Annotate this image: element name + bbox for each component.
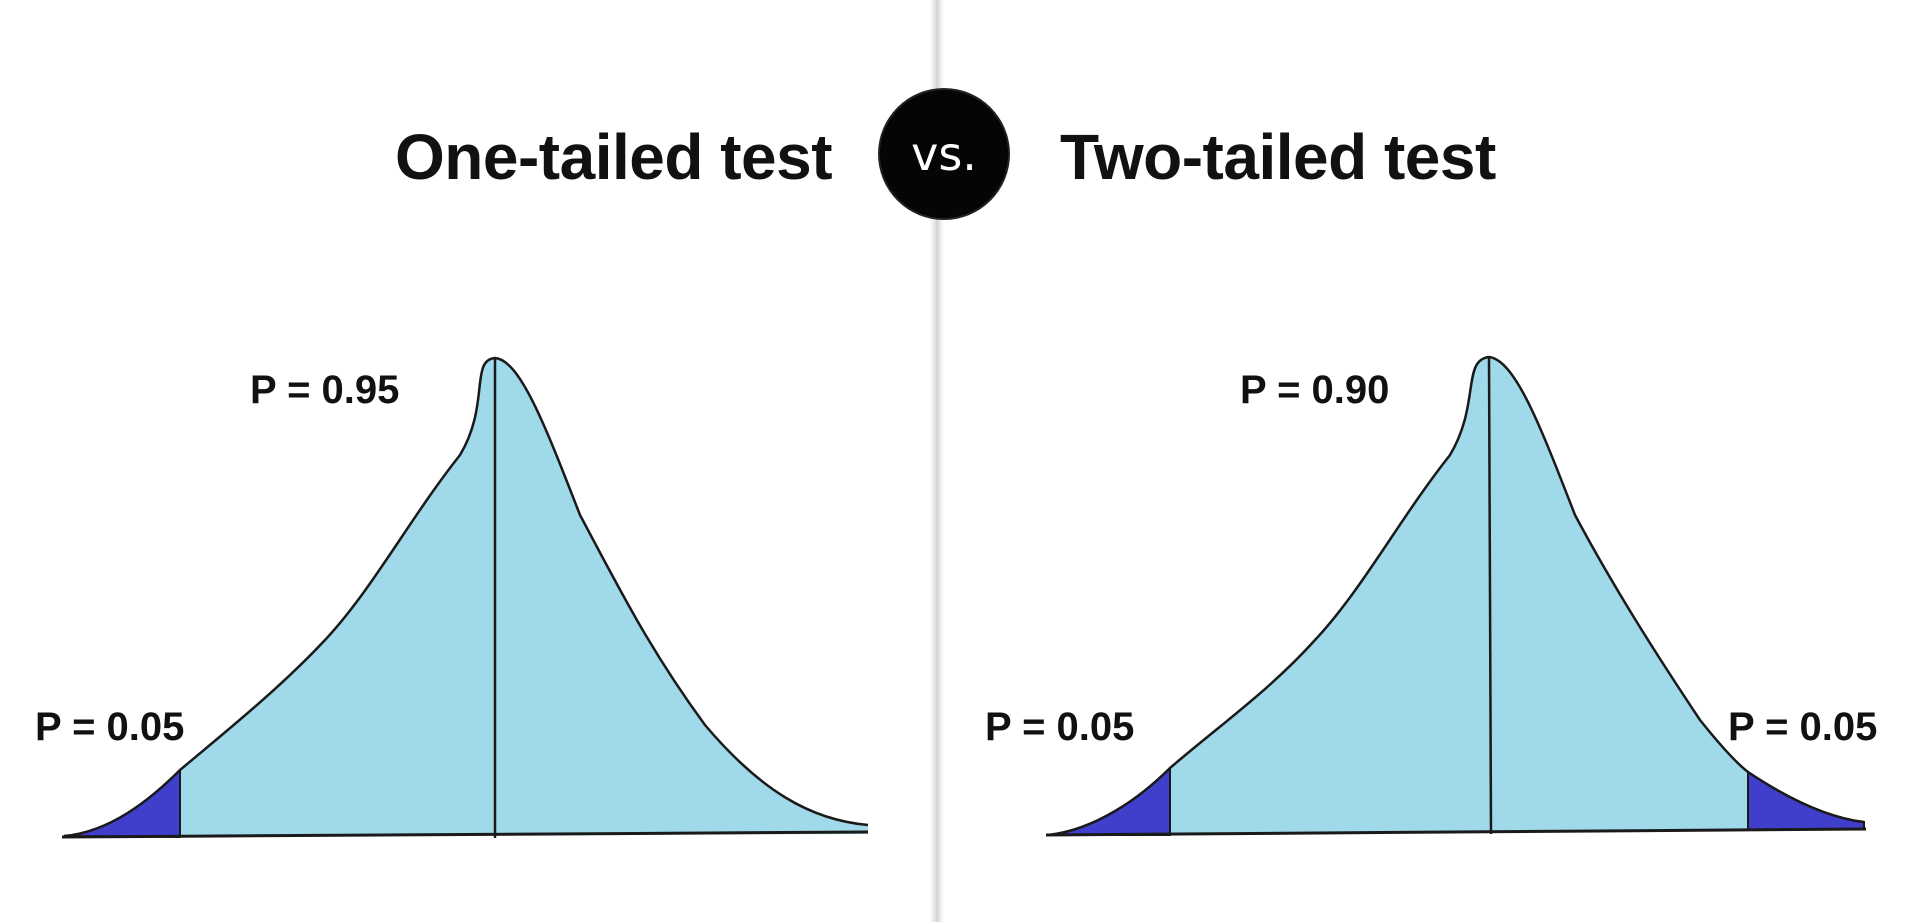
panel-divider	[930, 0, 944, 922]
two-tailed-left-tail	[1047, 765, 1171, 836]
one-tailed-center-probability: P = 0.95	[250, 368, 400, 412]
one-tailed-left-tail	[63, 767, 181, 839]
two-tailed-body-area	[1170, 357, 1748, 834]
one-tailed-title: One-tailed test	[395, 121, 833, 193]
two-tailed-right-tail	[1747, 770, 1865, 832]
two-tailed-title: Two-tailed test	[1060, 121, 1496, 193]
one-tailed-tail-probability: P = 0.05	[35, 705, 185, 749]
one-tailed-distribution	[61, 356, 869, 839]
two-tailed-curve-outline	[1047, 355, 1865, 837]
one-tailed-body-area	[180, 358, 868, 836]
two-tailed-left-tail-probability: P = 0.05	[985, 705, 1135, 749]
two-tailed-distribution	[1045, 355, 1867, 837]
vs-badge: vs.	[880, 90, 1008, 218]
one-tailed-curve-outline	[63, 356, 869, 838]
one-tailed-baseline	[61, 830, 869, 839]
vs-label: vs.	[911, 127, 977, 181]
two-tailed-center-probability: P = 0.90	[1240, 368, 1390, 412]
two-tailed-right-tail-probability: P = 0.05	[1728, 705, 1878, 749]
two-tailed-mean-line	[1487, 356, 1493, 835]
two-tailed-baseline	[1045, 827, 1867, 837]
